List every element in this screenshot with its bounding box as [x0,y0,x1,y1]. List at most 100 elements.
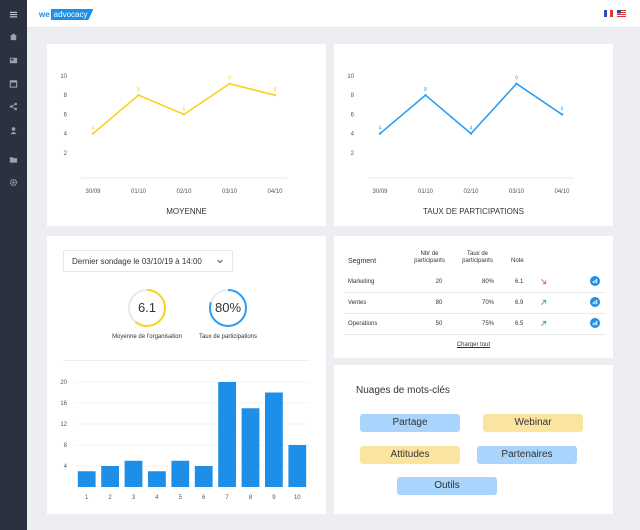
histogram-bar [77,471,96,487]
settings-icon[interactable] [7,176,19,188]
flag-us-icon[interactable] [617,10,626,17]
table-row[interactable]: Ventes 80 70% 6.9 [344,293,606,314]
keyword-tag[interactable]: Partage [360,414,460,432]
sidebar [0,0,27,530]
share-icon[interactable] [7,100,19,112]
moyenne-y-tick-label: 10 [60,74,67,80]
brand-logo[interactable]: we advocacy [39,9,94,20]
moyenne-x-tick-label: 04/10 [267,189,283,195]
histogram-bar [218,382,236,487]
kpi-participation-value: 80% [214,300,242,315]
moyenne-x-tick-label: 01/10 [131,189,147,195]
moyenne-card: 2 4 6 8 10 30/09 01/10 02/10 03/10 04/10 4 8 6 9 8 MOY… [47,44,326,226]
kpi-average-ring [128,289,166,327]
histogram-x-tick-label: 3 [132,495,136,501]
survey-card: Dernier sondage le 03/10/19 à 14:00 6.1 … [47,236,326,514]
histogram-bar [288,445,307,487]
participation-title: TAUX DE PARTICIPATIONS [422,207,525,216]
row-stats-button[interactable] [590,297,600,307]
cell-note: 6.9 [515,300,524,306]
participation-data-point [424,94,427,97]
participation-x-tick-label: 30/09 [372,189,388,195]
histogram-y-tick-label: 4 [64,464,68,470]
keyword-tag[interactable]: Outils [397,477,497,495]
histogram-bar [101,466,119,487]
participation-y-tick-label: 10 [347,74,354,80]
kpi-participation-ring [209,289,247,327]
histogram-bar [148,471,166,487]
participation-y-tick-label: 2 [351,151,355,157]
moyenne-x-tick-label: 03/10 [222,189,238,195]
row-stats-button[interactable] [590,318,600,328]
keyword-tag[interactable]: Attitudes [360,446,460,464]
moyenne-line-chart: 2 4 6 8 10 30/09 01/10 02/10 03/10 04/10 4 8 6 9 8 [60,74,287,195]
participation-x-tick-label: 03/10 [509,189,525,195]
logo-we-text: we [39,10,50,19]
moyenne-y-tick-label: 8 [64,93,68,99]
chevron-down-icon [217,259,223,264]
histogram-x-tick-label: 5 [179,495,183,501]
header-note: Note [511,258,524,264]
top-bar: we advocacy [27,0,640,28]
moyenne-data-label: 8 [274,87,277,93]
cell-participants: 20 [435,279,443,285]
participation-y-tick-label: 8 [351,93,355,99]
moyenne-data-point [182,113,186,116]
histogram-x-tick-label: 1 [85,495,89,501]
user-icon[interactable] [7,124,19,136]
moyenne-data-point [228,82,231,85]
histogram-bar [194,466,213,487]
table-row[interactable]: Marketing 20 80% 6.1 [344,272,606,293]
participation-x-tick-label: 02/10 [463,189,479,195]
table-row[interactable]: Operations 50 75% 6.5 [344,314,606,335]
cell-rate: 70% [481,300,494,306]
moyenne-x-tick-label: 02/10 [176,189,192,195]
row-stats-button[interactable] [590,276,600,286]
histogram-y-tick-label: 8 [64,443,68,449]
participation-x-tick-label: 04/10 [554,189,570,195]
participation-data-label: 4 [379,126,382,132]
bar-chart-icon [592,278,598,284]
cell-rate: 80% [481,279,494,285]
histogram-x-tick-label: 10 [294,495,301,501]
moyenne-y-tick-label: 6 [64,112,68,118]
cell-participants: 50 [435,321,443,327]
moyenne-y-tick-label: 4 [64,132,68,138]
calendar-icon[interactable] [7,77,19,89]
participation-data-label: 9 [515,76,518,82]
keyword-tag[interactable]: Partenaires [477,446,577,464]
participation-data-label: 4 [470,126,473,132]
flag-fr-icon[interactable] [604,10,613,17]
histogram-x-tick-label: 2 [108,495,112,501]
kpi-average-label: Moyenne de l'organisation [112,334,182,340]
cell-note: 6.5 [515,321,524,327]
histogram-x-tick-label: 6 [202,495,206,501]
histogram-x-tick-label: 7 [225,495,229,501]
word-cloud-card: Nuages de mots-clés Partage Webinar Atti… [334,365,613,514]
home-icon[interactable] [7,30,19,42]
kpi-average: 6.1 Moyenne de l'organisation [107,288,187,340]
cell-segment: Marketing [348,279,375,285]
moyenne-data-point [273,94,277,97]
cell-participants: 80 [435,300,443,306]
participation-x-tick-label: 01/10 [418,189,434,195]
kpi-average-value: 6.1 [137,300,157,315]
survey-date-select[interactable]: Dernier sondage le 03/10/19 à 14:00 [63,250,233,272]
news-icon[interactable] [7,54,19,66]
folder-icon[interactable] [7,153,19,165]
load-all-link[interactable]: Charger tout [456,342,491,348]
moyenne-y-tick-label: 2 [64,151,68,157]
histogram-y-tick-label: 20 [60,380,67,386]
bar-chart-icon [592,299,598,305]
histogram-bar [265,392,283,487]
moyenne-data-label: 9 [228,76,231,82]
moyenne-data-point [91,132,95,135]
participation-line-chart: 2 4 6 8 10 30/09 01/10 02/10 03/10 04/10 4 8 4 9 6 [347,74,574,195]
hamburger-menu-icon[interactable] [7,8,19,20]
participation-data-label: 8 [424,87,427,93]
histogram-y-tick-label: 16 [60,401,67,407]
word-cloud-title: Nuages de mots-clés [356,385,450,396]
keyword-tag[interactable]: Webinar [483,414,583,432]
histogram-y-tick-label: 12 [60,422,67,428]
